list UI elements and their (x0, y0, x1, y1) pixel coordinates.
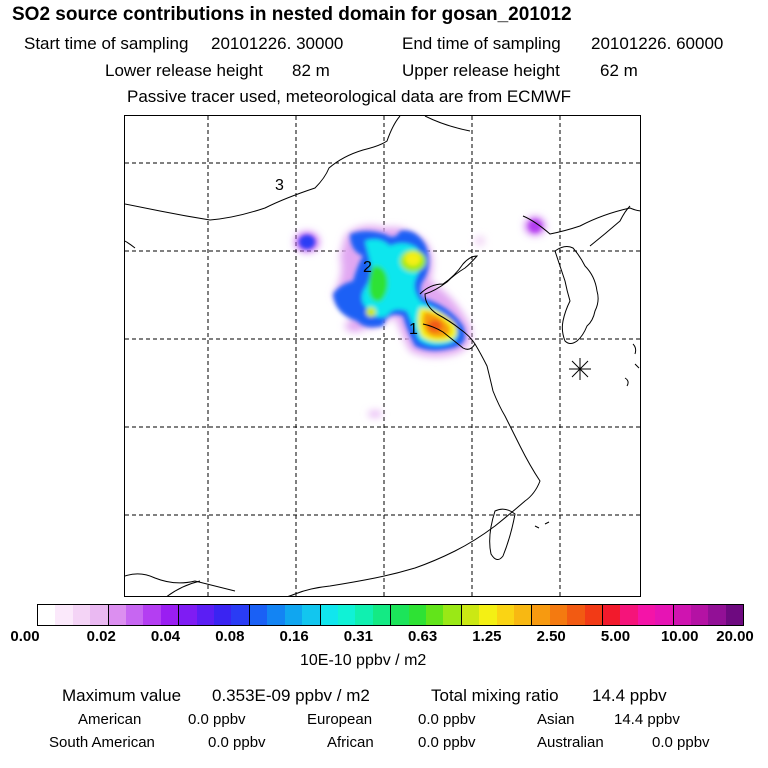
colorbar-swatch (408, 605, 426, 625)
colorbar-tick-label: 0.08 (215, 628, 245, 645)
colorbar-tick-label: 20.00 (716, 628, 754, 645)
colorbar-swatch (126, 605, 144, 625)
colorbar-tick-label: 5.00 (600, 628, 631, 645)
colorbar-swatch (443, 605, 461, 625)
region-asian-value: 14.4 ppbv (614, 711, 680, 728)
colorbar-swatch (425, 605, 444, 625)
colorbar-swatch (637, 605, 656, 625)
colorbar-swatch (38, 605, 56, 625)
colorbar-swatch (372, 605, 391, 625)
coastlines (125, 116, 640, 596)
tracer-note: Passive tracer used, meteorological data… (127, 87, 572, 106)
colorbar-swatch (531, 605, 550, 625)
lat-lon-grid (125, 116, 640, 596)
colorbar-swatch (496, 605, 514, 625)
colorbar-swatch (302, 605, 320, 625)
end-time-label: End time of sampling (402, 34, 561, 53)
end-time-value: 20101226. 60000 (591, 34, 724, 53)
max-value: 0.353E-09 ppbv / m2 (212, 686, 370, 705)
colorbar-swatch (602, 605, 621, 625)
colorbar-swatch (708, 605, 726, 625)
colorbar-swatch (55, 605, 73, 625)
colorbar-swatch (584, 605, 602, 625)
colorbar-swatch (90, 605, 108, 625)
region-european-value: 0.0 ppbv (418, 711, 476, 728)
colorbar-swatch (567, 605, 585, 625)
colorbar-tick-label: 0.31 (343, 628, 373, 645)
colorbar-swatch (143, 605, 161, 625)
colorbar-swatch (355, 605, 373, 625)
total-mixing-value: 14.4 ppbv (592, 686, 667, 705)
max-value-label: Maximum value (62, 686, 182, 705)
map-panel: 3 2 1 (124, 115, 641, 597)
colorbar-swatch (691, 605, 709, 625)
region-australian-name: Australian (537, 734, 604, 751)
colorbar-swatch (672, 605, 692, 625)
lower-release-value: 82 m (292, 61, 330, 80)
colorbar-swatch (214, 605, 232, 625)
colorbar (37, 604, 744, 626)
upper-release-label: Upper release height (402, 61, 560, 80)
colorbar-swatch (107, 605, 127, 625)
colorbar-swatch (248, 605, 268, 625)
start-time-value: 20101226. 30000 (211, 34, 344, 53)
region-australian-value: 0.0 ppbv (652, 734, 710, 751)
colorbar-swatch (460, 605, 480, 625)
station-asterisk-icon (569, 358, 591, 380)
colorbar-tick-label: 0.04 (150, 628, 181, 645)
colorbar-unit: 10E-10 ppbv / m2 (300, 652, 427, 669)
region-european-name: European (307, 711, 373, 728)
lower-release-label: Lower release height (105, 61, 263, 80)
upper-release-value: 62 m (600, 61, 638, 80)
colorbar-swatch (72, 605, 91, 625)
concentration-plume (295, 217, 545, 417)
colorbar-swatch (513, 605, 532, 625)
region-african-value: 0.0 ppbv (418, 734, 476, 751)
colorbar-tick-label: 0.63 (408, 628, 438, 645)
colorbar-swatch (231, 605, 249, 625)
source-label-1: 1 (409, 321, 418, 338)
colorbar-tick-label: 1.25 (472, 628, 502, 645)
colorbar-tick-label: 10.00 (660, 628, 699, 645)
colorbar-tick-label: 0.02 (86, 628, 116, 645)
page-title: SO2 source contributions in nested domai… (12, 4, 572, 25)
colorbar-swatch (655, 605, 673, 625)
colorbar-swatch (620, 605, 638, 625)
colorbar-swatch (284, 605, 303, 625)
colorbar-tick-label: 0.16 (279, 628, 309, 645)
start-time-label: Start time of sampling (24, 34, 189, 53)
colorbar-swatch (319, 605, 338, 625)
source-label-2: 2 (363, 259, 372, 276)
region-african-name: African (327, 734, 374, 751)
colorbar-swatch (160, 605, 179, 625)
colorbar-swatch (267, 605, 285, 625)
region-south-american-name: South American (49, 734, 155, 751)
colorbar-tick-label: 0.00 (10, 628, 40, 645)
source-label-3: 3 (275, 177, 284, 194)
colorbar-swatch (337, 605, 356, 625)
colorbar-swatch (479, 605, 497, 625)
colorbar-swatch (178, 605, 197, 625)
colorbar-tick-label: 2.50 (536, 628, 566, 645)
region-american-name: American (78, 711, 142, 728)
region-south-american-value: 0.0 ppbv (208, 734, 266, 751)
colorbar-swatch (390, 605, 409, 625)
region-american-value: 0.0 ppbv (188, 711, 246, 728)
colorbar-swatch (549, 605, 568, 625)
colorbar-swatch (196, 605, 215, 625)
map-svg: 3 2 1 (125, 116, 640, 596)
colorbar-swatch (725, 605, 744, 625)
total-mixing-label: Total mixing ratio (431, 686, 559, 705)
region-asian-name: Asian (537, 711, 575, 728)
